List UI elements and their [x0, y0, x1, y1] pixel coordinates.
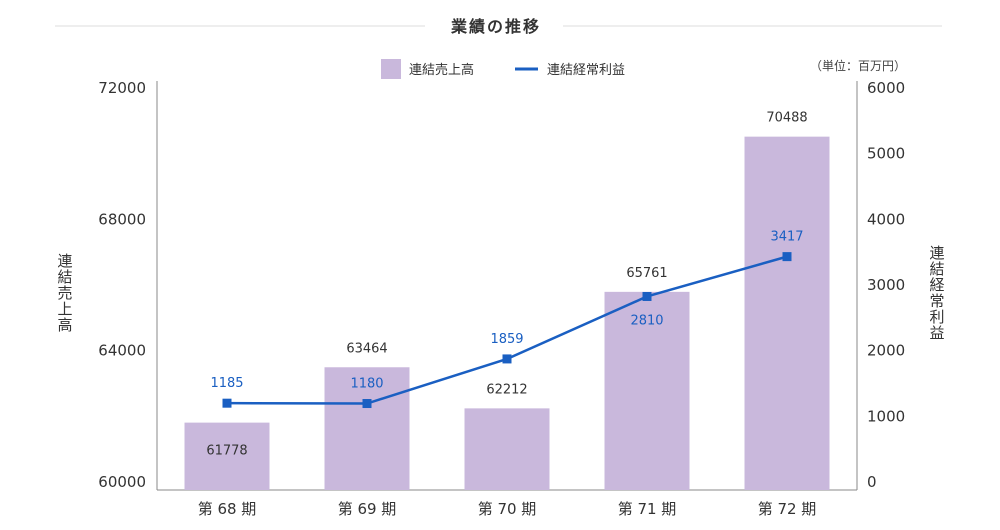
right-tick-label-1: 0	[867, 473, 877, 491]
bar-4	[604, 291, 690, 490]
profit-value-label-3: 1859	[490, 332, 523, 347]
left-tick-label-4: 72000	[98, 79, 146, 97]
bar-value-label-4: 65761	[626, 266, 667, 281]
svg-text:連: 連	[57, 252, 72, 270]
profit-point-4	[642, 291, 652, 301]
left-tick-label-2: 64000	[98, 342, 146, 360]
svg-text:益: 益	[929, 324, 944, 342]
unit-note: （単位：百万円）	[810, 58, 906, 73]
legend-label-line: 連結経常利益	[547, 63, 625, 78]
x-tick-label-2: 第 69 期	[338, 500, 397, 518]
svg-text:常: 常	[929, 292, 944, 310]
bar-value-label-2: 63464	[346, 341, 387, 356]
bar-value-label-1: 61778	[206, 444, 247, 459]
bar-value-label-5: 70488	[766, 111, 807, 126]
right-tick-label-6: 5000	[867, 145, 905, 163]
svg-text:連: 連	[929, 244, 944, 262]
svg-text:上: 上	[57, 300, 72, 318]
profit-point-2	[362, 399, 372, 409]
x-tick-label-5: 第 72 期	[758, 500, 817, 518]
right-tick-label-5: 4000	[867, 210, 905, 228]
profit-value-label-5: 3417	[770, 230, 803, 245]
bar-1	[184, 422, 270, 490]
svg-text:売: 売	[57, 284, 72, 302]
chart-title: 業績の推移	[450, 17, 541, 36]
bar-value-label-3: 62212	[486, 382, 527, 397]
left-axis-title: 連結売上高	[57, 252, 72, 334]
x-tick-label-1: 第 68 期	[198, 500, 257, 518]
bar-2	[324, 367, 410, 490]
right-tick-label-2: 1000	[867, 407, 905, 425]
legend-swatch-bar	[381, 59, 401, 79]
profit-value-label-2: 1180	[350, 377, 383, 392]
profit-point-1	[222, 398, 232, 408]
left-tick-label-3: 68000	[98, 210, 146, 228]
left-tick-label-1: 60000	[98, 473, 146, 491]
right-tick-label-7: 6000	[867, 79, 905, 97]
svg-text:結: 結	[929, 260, 944, 278]
profit-value-label-4: 2810	[630, 313, 663, 328]
bar-3	[464, 408, 550, 490]
svg-text:利: 利	[929, 308, 944, 326]
legend-label-bar: 連結売上高	[409, 62, 474, 78]
svg-text:結: 結	[57, 268, 72, 286]
profit-point-5	[782, 252, 792, 262]
right-tick-label-4: 3000	[867, 276, 905, 294]
right-axis-title: 連結経常利益	[929, 244, 944, 342]
profit-point-3	[502, 354, 512, 364]
x-tick-label-3: 第 70 期	[478, 500, 537, 518]
right-tick-label-3: 2000	[867, 342, 905, 360]
profit-value-label-1: 1185	[210, 376, 243, 391]
x-tick-label-4: 第 71 期	[618, 500, 677, 518]
svg-text:高: 高	[57, 316, 72, 334]
svg-text:経: 経	[929, 276, 944, 294]
bar-5	[744, 136, 830, 491]
